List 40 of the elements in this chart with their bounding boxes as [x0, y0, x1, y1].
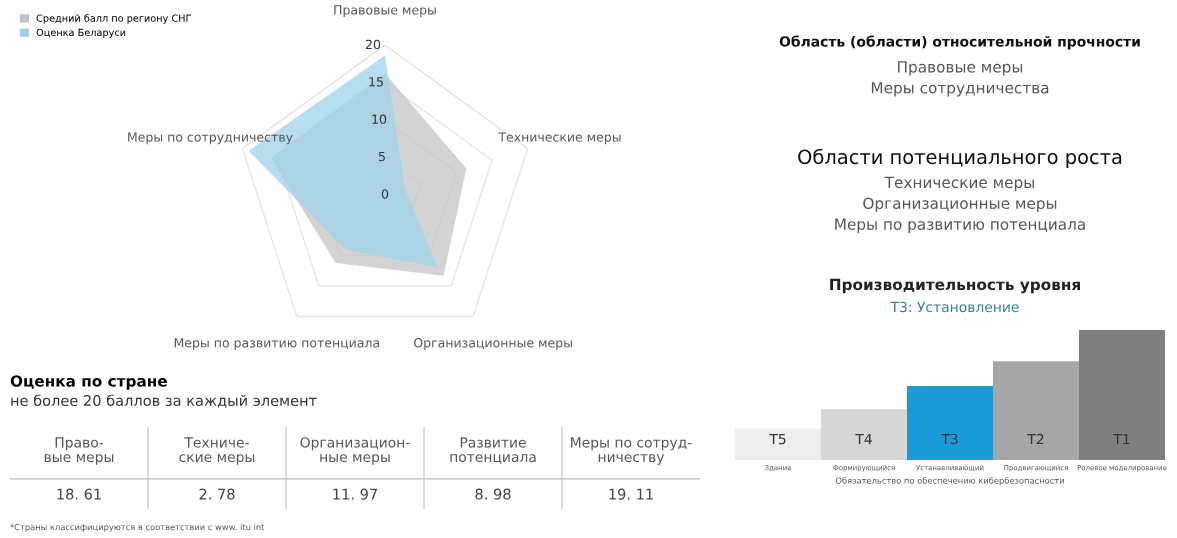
text: 18. 61	[57, 488, 101, 500]
legend-label: Оценка Беларуси	[36, 28, 126, 38]
text: *Страны классифицируются в соответствии с www. itu int	[10, 523, 265, 532]
y-tick-label: 20	[365, 39, 381, 50]
annotation: T1	[1113, 433, 1130, 445]
chart-title: Производительность уровня	[830, 278, 1080, 294]
y-tick-label: 5	[378, 151, 385, 162]
text: Меры по развитию потенциала	[835, 218, 1085, 233]
category-label: Развитие потенциала	[450, 437, 536, 464]
x-axis-title: Обязательство по обеспечению кибербезопасности	[835, 477, 1064, 486]
category-label: Организацион- ные меры	[300, 437, 410, 465]
legend-label: Средний балл по региону СНГ	[36, 14, 191, 24]
text: Области потенциального роста	[798, 148, 1122, 168]
chart-subtitle: T3: Установление	[890, 301, 1019, 313]
text: 19. 11	[609, 488, 653, 500]
text: Область (области) относительной прочности	[779, 35, 1140, 50]
text: Правовые меры	[898, 61, 1023, 76]
text: Организационные меры	[863, 197, 1057, 212]
text: Технические меры	[884, 176, 1034, 192]
text: 2. 78	[199, 488, 235, 500]
text: Меры сотрудничества	[871, 82, 1049, 97]
y-tick-label: 0	[381, 189, 389, 199]
spoke-label: Меры по развитию потенциала	[174, 338, 379, 350]
text: 11. 97	[333, 488, 377, 500]
annotation: T3	[941, 433, 958, 445]
category-label: Техниче- ские меры	[179, 437, 255, 465]
y-tick-label: 15	[369, 77, 383, 87]
category-label: Меры по сотруд- ничеству	[571, 437, 692, 465]
category-label: Право- вые меры	[44, 437, 114, 465]
spoke-label: Организационные меры	[414, 338, 572, 350]
annotation: T4	[855, 433, 872, 445]
spoke-label: Технические меры	[498, 132, 621, 145]
annotation: T5	[769, 433, 786, 445]
y-tick-label: 10	[372, 114, 387, 124]
text: Оценка по стране	[10, 375, 167, 390]
annotation: T2	[1027, 433, 1044, 445]
spoke-label: Меры по сотрудничеству	[128, 132, 293, 145]
text: 8. 98	[475, 488, 511, 500]
text: не более 20 баллов за каждый элемент	[11, 394, 317, 408]
spoke-label: Правовые меры	[334, 5, 436, 18]
